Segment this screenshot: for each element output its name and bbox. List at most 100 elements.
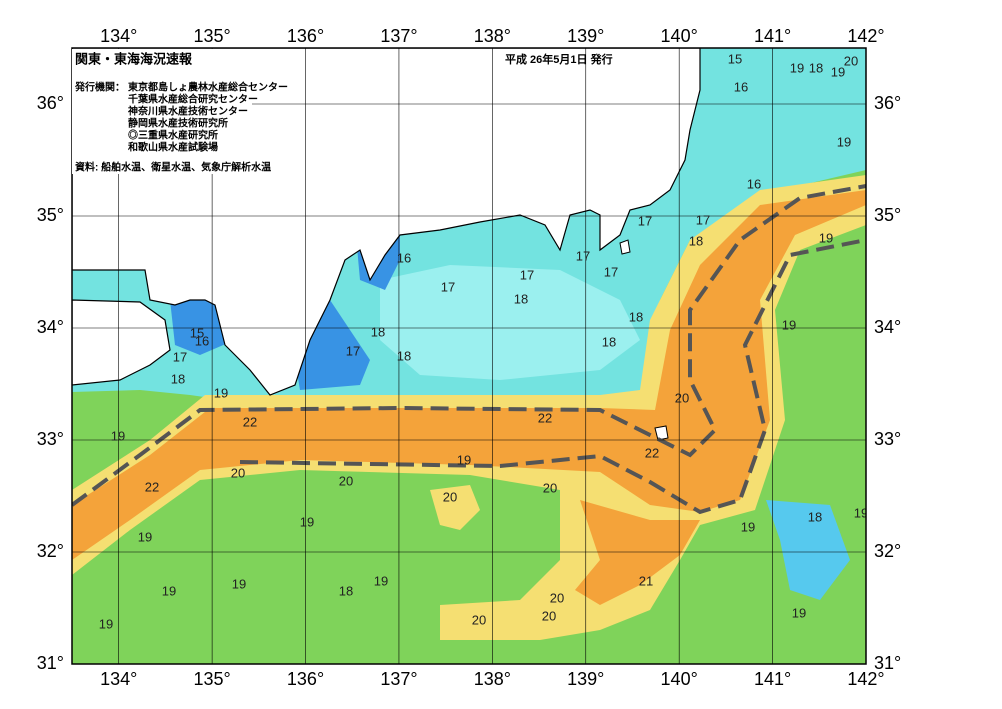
current-axis-line xyxy=(239,238,866,515)
issuer-label: 発行機関： xyxy=(74,81,125,94)
contour-label: 19 xyxy=(300,514,314,529)
x-tick-label: 142° xyxy=(847,669,884,689)
island xyxy=(619,239,631,255)
x-tick-label: 137° xyxy=(380,669,417,689)
header-panel xyxy=(72,49,252,174)
contour-label: 20 xyxy=(443,489,457,504)
y-tick-label: 36° xyxy=(874,93,901,113)
contour-label: 20 xyxy=(231,465,245,480)
issuer: 和歌山県水産試験場 xyxy=(127,141,218,154)
y-tick-label: 31° xyxy=(874,653,901,673)
x-tick-label: 136° xyxy=(287,669,324,689)
contour-label: 17 xyxy=(520,267,534,282)
contour-label: 19 xyxy=(792,605,806,620)
y-tick-label: 33° xyxy=(37,429,64,449)
contour-label: 18 xyxy=(514,291,528,306)
contour-label: 20 xyxy=(542,608,556,623)
contour-label: 19 xyxy=(162,583,176,598)
contour-label: 19 xyxy=(111,428,125,443)
axis-labels: 134° 134° 135° 135° 136° 136° 137° 137° 138° 138°… xyxy=(37,26,901,689)
contour-label: 17 xyxy=(441,279,455,294)
cool-water xyxy=(766,500,850,600)
contour-label: 16 xyxy=(747,176,761,191)
contour-label: 20 xyxy=(472,612,486,627)
contour-label: 17 xyxy=(173,349,187,364)
contour-label: 19 xyxy=(831,64,845,79)
contour-label: 18 xyxy=(371,324,385,339)
y-tick-label: 35° xyxy=(874,205,901,225)
warm-branch xyxy=(575,500,700,605)
contour-label: 20 xyxy=(339,473,353,488)
current-axis-line xyxy=(72,184,866,507)
contour-label: 17 xyxy=(346,343,360,358)
issuer: 神奈川県水産技術センター xyxy=(128,105,248,118)
contour-label: 15 xyxy=(190,325,204,340)
contour-label: 18 xyxy=(602,334,616,349)
contour-label: 19 xyxy=(782,317,796,332)
island xyxy=(654,425,669,441)
warm-core xyxy=(72,190,866,560)
contour-label: 19 xyxy=(837,134,851,149)
y-tick-label: 31° xyxy=(37,653,64,673)
contour-label: 19 xyxy=(819,230,833,245)
contour-label: 17 xyxy=(576,248,590,263)
contour-label: 22 xyxy=(243,414,257,429)
x-tick-label: 139° xyxy=(567,26,604,46)
issue-date: 平成 26年5月1日 発行 xyxy=(505,52,613,66)
y-tick-label: 33° xyxy=(874,429,901,449)
x-tick-label: 140° xyxy=(661,669,698,689)
x-tick-label: 142° xyxy=(847,26,884,46)
x-tick-label: 138° xyxy=(474,669,511,689)
contour-label: 18 xyxy=(397,348,411,363)
contour-label: 20 xyxy=(550,590,564,605)
title: 関東・東海海況速報 xyxy=(75,51,193,66)
y-tick-label: 34° xyxy=(874,317,901,337)
x-tick-label: 139° xyxy=(567,669,604,689)
x-tick-label: 137° xyxy=(380,26,417,46)
contour-label: 18 xyxy=(808,509,822,524)
contour-label: 22 xyxy=(145,479,159,494)
contour-label: 17 xyxy=(638,213,652,228)
contour-label: 19 xyxy=(138,529,152,544)
contour-label: 19 xyxy=(99,616,113,631)
x-tick-label: 134° xyxy=(100,669,137,689)
contour-label: 19 xyxy=(790,60,804,75)
contour-label: 17 xyxy=(696,212,710,227)
contour-label: 18 xyxy=(171,371,185,386)
contour-label: 20 xyxy=(675,390,689,405)
issuer: 静岡県水産技術研究所 xyxy=(128,117,228,130)
x-tick-label: 136° xyxy=(287,26,324,46)
contour-label: 18 xyxy=(689,233,703,248)
contour-label: 19 xyxy=(854,505,868,520)
issuer: 東京都島しょ農林水産総合センター xyxy=(128,81,288,94)
contour-label: 19 xyxy=(374,573,388,588)
x-tick-label: 135° xyxy=(194,26,231,46)
contour-label: 18 xyxy=(809,60,823,75)
x-tick-label: 138° xyxy=(474,26,511,46)
island-warm xyxy=(430,485,480,530)
cold-water xyxy=(380,265,640,380)
y-tick-label: 36° xyxy=(37,93,64,113)
contour-label: 20 xyxy=(543,480,557,495)
issuer: ◎三重県水産研究所 xyxy=(128,129,218,142)
y-tick-label: 32° xyxy=(37,541,64,561)
issuer: 千葉県水産総合研究センター xyxy=(128,93,258,106)
contour-label: 19 xyxy=(214,385,228,400)
contour-label: 22 xyxy=(645,445,659,460)
issuers: 東京都島しょ農林水産総合センター千葉県水産総合研究センター神奈川県水産技術センタ… xyxy=(127,81,288,154)
map-frame xyxy=(71,47,867,665)
contour-label: 15 xyxy=(728,51,742,66)
land xyxy=(72,299,171,386)
contour-label: 17 xyxy=(604,264,618,279)
contour-label: 19 xyxy=(232,576,246,591)
x-tick-label: 140° xyxy=(661,26,698,46)
contour-label: 22 xyxy=(538,410,552,425)
contour-label: 20 xyxy=(844,53,858,68)
current-axis xyxy=(72,184,866,515)
y-tick-label: 32° xyxy=(874,541,901,561)
contour-label: 18 xyxy=(629,309,643,324)
source: 資料: 船舶水温、衛星水温、気象庁解析水温 xyxy=(75,161,271,174)
